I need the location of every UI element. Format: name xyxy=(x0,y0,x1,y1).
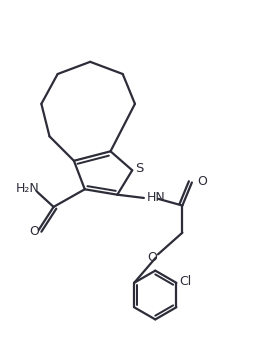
Text: S: S xyxy=(135,162,144,175)
Text: HN: HN xyxy=(147,191,165,204)
Text: O: O xyxy=(147,251,157,264)
Text: Cl: Cl xyxy=(179,275,191,288)
Text: O: O xyxy=(197,175,207,188)
Text: H₂N: H₂N xyxy=(16,182,39,195)
Text: O: O xyxy=(29,225,39,238)
